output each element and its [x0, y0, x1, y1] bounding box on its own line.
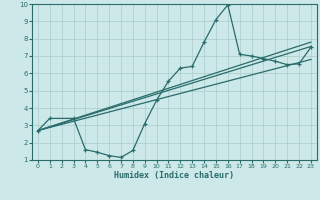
X-axis label: Humidex (Indice chaleur): Humidex (Indice chaleur) — [115, 171, 234, 180]
